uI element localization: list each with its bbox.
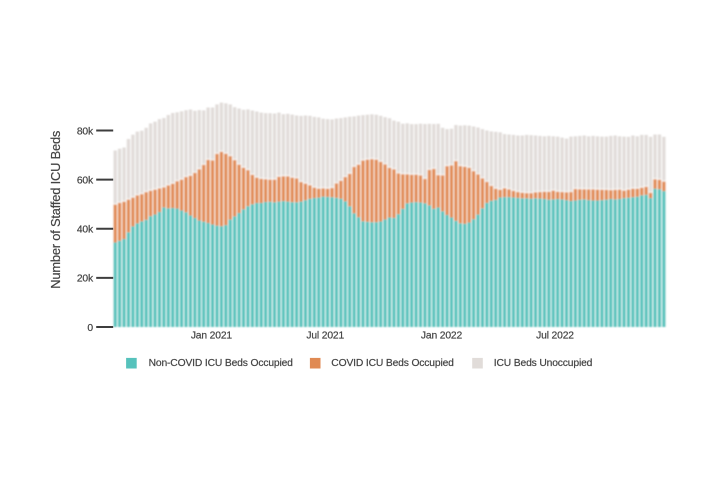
svg-text:Jan 2022: Jan 2022 <box>421 331 463 342</box>
svg-text:ICU Beds Unoccupied: ICU Beds Unoccupied <box>494 358 593 369</box>
svg-text:Non-COVID ICU Beds Occupied: Non-COVID ICU Beds Occupied <box>149 358 294 369</box>
svg-text:Jan 2021: Jan 2021 <box>191 331 233 342</box>
svg-text:20k: 20k <box>77 274 94 285</box>
svg-text:0: 0 <box>87 323 93 334</box>
svg-text:Number of Staffed ICU Beds: Number of Staffed ICU Beds <box>48 131 63 289</box>
svg-text:Jul 2022: Jul 2022 <box>536 331 574 342</box>
svg-text:60k: 60k <box>77 175 94 186</box>
svg-text:80k: 80k <box>77 126 94 137</box>
svg-text:Jul 2021: Jul 2021 <box>306 331 344 342</box>
svg-text:40k: 40k <box>77 225 94 236</box>
svg-text:COVID ICU Beds Occupied: COVID ICU Beds Occupied <box>331 358 454 369</box>
